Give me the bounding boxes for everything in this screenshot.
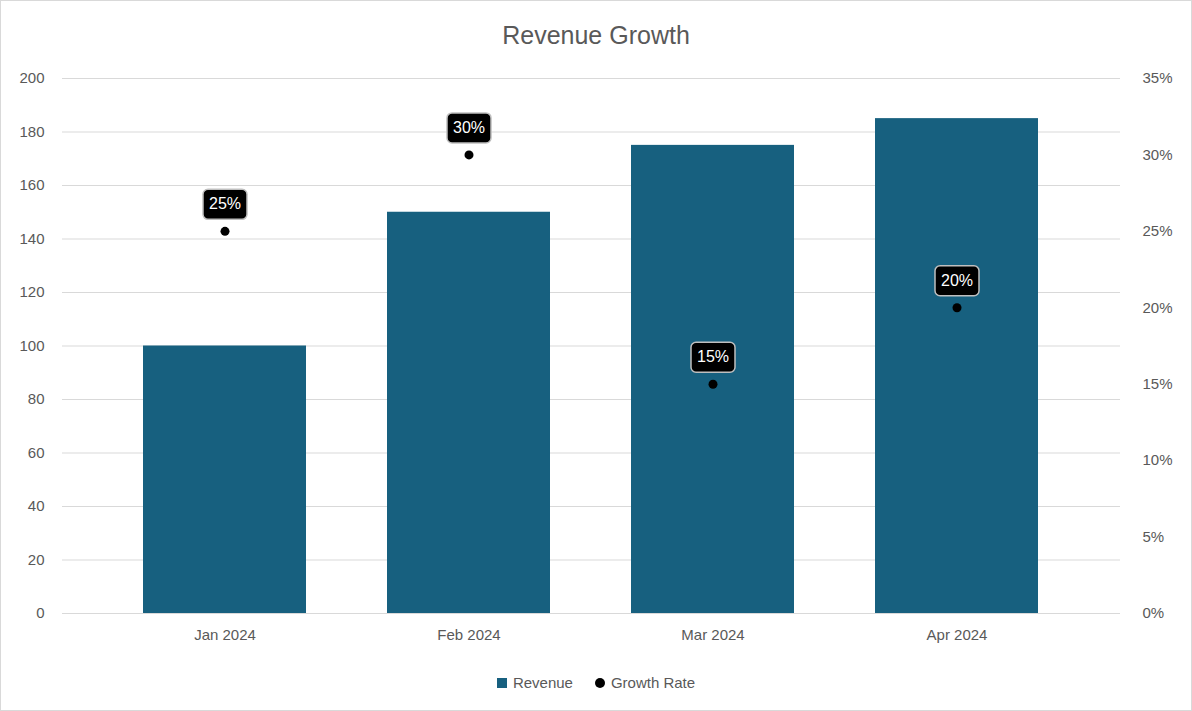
svg-text:25%: 25% [209,195,241,212]
svg-text:0%: 0% [1143,604,1165,621]
svg-text:15%: 15% [1143,375,1173,392]
svg-text:180: 180 [19,123,44,140]
svg-text:30%: 30% [453,119,485,136]
svg-text:60: 60 [28,444,45,461]
svg-text:80: 80 [28,390,45,407]
svg-text:15%: 15% [697,348,729,365]
svg-text:30%: 30% [1143,146,1173,163]
svg-text:Feb 2024: Feb 2024 [437,626,500,643]
svg-text:100: 100 [19,337,44,354]
svg-text:20%: 20% [941,272,973,289]
html-text:Revenue Growth: Revenue Growth [502,21,690,49]
svg-text:120: 120 [19,283,44,300]
html-text:Revenue: Revenue [512,674,573,691]
svg-text:25%: 25% [1143,222,1173,239]
svg-text:20%: 20% [1143,299,1173,316]
svg-text:Apr 2024: Apr 2024 [927,626,988,643]
svg-text:160: 160 [19,176,44,193]
svg-text:0: 0 [36,604,44,621]
svg-text:Mar 2024: Mar 2024 [681,626,744,643]
svg-text:20: 20 [28,551,45,568]
svg-text:5%: 5% [1143,528,1165,545]
svg-text:10%: 10% [1143,451,1173,468]
html-text:Growth Rate: Growth Rate [610,674,696,691]
svg-text:200: 200 [19,69,44,86]
svg-text:140: 140 [19,230,44,247]
svg-text:35%: 35% [1143,69,1173,86]
svg-text:Jan 2024: Jan 2024 [194,626,256,643]
svg-text:40: 40 [28,497,45,514]
